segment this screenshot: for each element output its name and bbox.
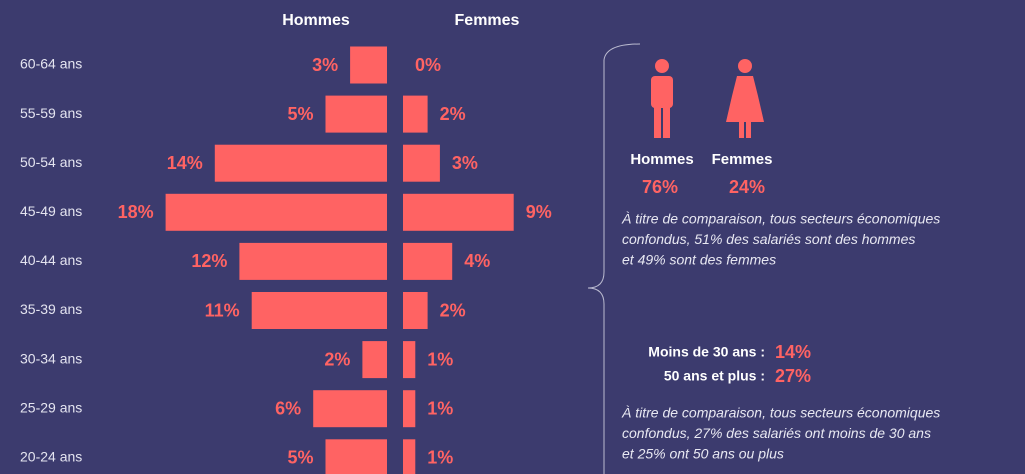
- bar: [362, 341, 387, 379]
- comparison-text: et 49% sont des femmes: [622, 252, 776, 268]
- bar: [165, 193, 387, 231]
- value-label: 11%: [205, 300, 240, 320]
- value-label: 2%: [440, 300, 466, 320]
- men-share: 76%: [642, 177, 678, 197]
- value-label: 5%: [287, 104, 313, 124]
- value-label: 3%: [452, 153, 478, 173]
- value-label: 3%: [312, 55, 338, 75]
- category-label: 30-34 ans: [20, 350, 82, 366]
- bar: [214, 144, 387, 182]
- man-icon: [651, 59, 673, 138]
- comparison-text: et 25% ont 50 ans ou plus: [622, 446, 784, 462]
- category-label: 35-39 ans: [20, 301, 82, 317]
- category-label: 50-54 ans: [20, 154, 82, 170]
- value-label: 1%: [427, 398, 453, 418]
- bar: [239, 242, 387, 280]
- over-50-label: 50 ans et plus :: [664, 368, 765, 384]
- category-label: 20-24 ans: [20, 449, 82, 465]
- bar: [403, 292, 428, 329]
- under-30-label: Moins de 30 ans :: [648, 344, 765, 360]
- bar: [403, 439, 416, 474]
- value-label: 0%: [415, 55, 441, 75]
- bar: [403, 390, 416, 428]
- category-label: 60-64 ans: [20, 56, 82, 72]
- over-50-value: 27%: [775, 366, 811, 386]
- bar: [403, 341, 416, 379]
- women-share: 24%: [729, 177, 765, 197]
- value-label: 5%: [287, 448, 313, 468]
- value-label: 2%: [440, 104, 466, 124]
- men-label: Hommes: [630, 151, 693, 168]
- bracket: [587, 43, 641, 474]
- bar: [251, 292, 387, 329]
- value-label: 9%: [526, 202, 552, 222]
- bar: [325, 439, 387, 474]
- value-label: 18%: [118, 202, 154, 222]
- comparison-text: À titre de comparaison, tous secteurs éc…: [621, 405, 940, 421]
- bar: [313, 390, 387, 428]
- value-label: 1%: [427, 448, 453, 468]
- value-label: 14%: [167, 153, 203, 173]
- bar: [350, 46, 387, 84]
- value-label: 12%: [191, 251, 227, 271]
- value-label: 4%: [464, 251, 490, 271]
- comparison-text: confondus, 27% des salariés ont moins de…: [622, 425, 931, 441]
- comparison-text: À titre de comparaison, tous secteurs éc…: [621, 211, 940, 227]
- category-label: 55-59 ans: [20, 105, 82, 121]
- under-30-value: 14%: [775, 342, 811, 362]
- comparison-text: confondus, 51% des salariés sont des hom…: [622, 231, 915, 247]
- series-header: Hommes: [282, 12, 350, 29]
- value-label: 2%: [324, 349, 350, 369]
- value-label: 1%: [427, 349, 453, 369]
- category-label: 25-29 ans: [20, 399, 82, 415]
- bar: [325, 95, 387, 133]
- bar: [403, 193, 514, 231]
- bar: [403, 242, 453, 280]
- bar: [403, 144, 440, 182]
- category-label: 40-44 ans: [20, 252, 82, 268]
- bar: [403, 95, 428, 133]
- category-label: 45-49 ans: [20, 203, 82, 219]
- woman-icon: [726, 59, 764, 138]
- women-label: Femmes: [712, 151, 773, 168]
- value-label: 6%: [275, 398, 301, 418]
- series-header: Femmes: [455, 12, 520, 29]
